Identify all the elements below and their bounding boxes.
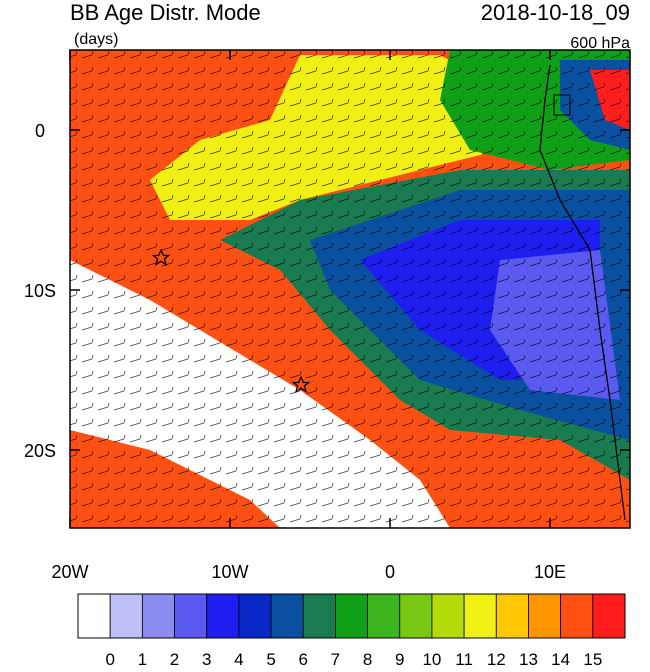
colorbar-label: 11: [455, 650, 473, 667]
title: BB Age Distr. Mode: [70, 0, 261, 25]
colorbar-label: 8: [363, 650, 372, 667]
map-frame: [69, 49, 631, 529]
colorbar-frame: [77, 593, 626, 639]
colorbar-box: [335, 593, 368, 639]
colorbar-label: 1: [138, 650, 147, 667]
colorbar-box: [592, 593, 626, 639]
colorbar-label: 0: [105, 650, 114, 667]
colorbar-label: 4: [234, 650, 243, 667]
colorbar-box: [302, 593, 336, 639]
lat-tick-label: 10S: [24, 281, 56, 301]
level: 600 hPa: [570, 35, 630, 52]
map-field: [70, 50, 630, 528]
stars: [151, 248, 311, 393]
colorbar-box: [495, 593, 529, 639]
colorbar-box: [206, 593, 240, 639]
colorbar-label: 3: [202, 650, 211, 667]
colorbar-label: 13: [519, 650, 538, 667]
time: 2018-10-18_09: [481, 0, 630, 25]
colorbar-box: [463, 593, 497, 639]
lon-tick-label: 10E: [534, 562, 566, 582]
lat-tick-label: 0: [35, 121, 45, 141]
colorbar-label: 10: [422, 650, 441, 667]
colorbar-label: 12: [487, 650, 506, 667]
colorbar-label: 15: [583, 650, 602, 667]
colorbar-label: 9: [395, 650, 404, 667]
colorbar-box: [109, 593, 143, 639]
colorbar-label: 2: [170, 650, 179, 667]
lon-tick-label: 0: [385, 562, 395, 582]
colorbar-box: [560, 593, 594, 639]
lon-tick-label: 10W: [211, 562, 248, 582]
colorbar-box: [174, 593, 208, 639]
units: (days): [74, 31, 118, 48]
colorbar-box: [141, 593, 175, 639]
colorbar-label: 7: [331, 650, 340, 667]
colorbar-box: [399, 593, 433, 639]
colorbar-box: [238, 593, 272, 639]
colorbar-box: [270, 593, 304, 639]
colorbar-box: [77, 593, 111, 639]
colorbar-label: 5: [266, 650, 275, 667]
colorbar-label: 6: [299, 650, 308, 667]
colorbar-label: 14: [551, 650, 570, 667]
colorbar-box: [367, 593, 401, 639]
lon-tick-label: 20W: [51, 562, 88, 582]
colorbar-box: [528, 593, 562, 639]
colorbar-box: [431, 593, 465, 639]
lat-tick-label: 20S: [24, 441, 56, 461]
